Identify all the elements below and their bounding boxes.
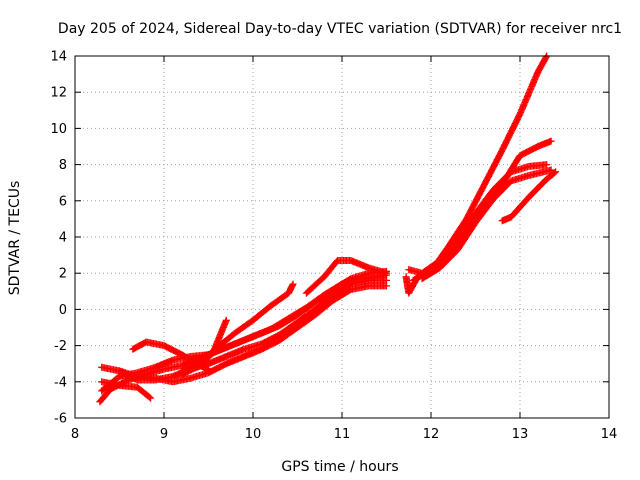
y-tick-label: -2 — [54, 339, 67, 354]
x-tick-label: 14 — [601, 427, 618, 442]
y-tick-label: 6 — [59, 194, 67, 209]
x-tick-label: 11 — [334, 427, 351, 442]
y-tick-label: 4 — [59, 231, 67, 246]
plot-frame — [74, 55, 610, 419]
y-tick-label: 14 — [50, 50, 67, 65]
y-tick-label: -6 — [54, 412, 67, 427]
y-tick-label: 10 — [50, 122, 67, 137]
marker-path — [116, 282, 390, 386]
series-track-8 — [178, 316, 230, 379]
y-tick-label: -4 — [54, 375, 67, 390]
x-tick-label: 9 — [160, 427, 168, 442]
y-axis-label: SDTVAR / TECUs — [7, 181, 23, 296]
y-tick-label: 8 — [59, 158, 67, 173]
marker-path — [418, 166, 555, 283]
x-tick-label: 13 — [512, 427, 529, 442]
x-tick-label: 12 — [423, 427, 440, 442]
axis-ticks: 8 9 10 11 12 13 14 -6 -4 -2 0 2 4 6 8 10 12 14 — [50, 50, 617, 443]
x-tick-label: 10 — [245, 427, 262, 442]
series-track-14 — [498, 168, 560, 225]
chart-title: Day 205 of 2024, Sidereal Day-to-day VTE… — [58, 21, 622, 37]
marker-path — [98, 378, 155, 402]
data-markers — [96, 52, 560, 406]
series-track-9 — [302, 257, 390, 297]
y-tick-label: 2 — [59, 267, 67, 282]
marker-path — [178, 316, 230, 379]
series-track-13 — [418, 166, 555, 283]
series-track-5 — [98, 378, 155, 402]
series-track-4 — [116, 282, 390, 386]
y-tick-label: 12 — [50, 86, 67, 101]
marker-path — [302, 257, 390, 297]
marker-path — [498, 168, 560, 225]
grid-lines — [75, 56, 609, 418]
x-axis-label: GPS time / hours — [281, 459, 398, 475]
y-tick-label: 0 — [59, 303, 67, 318]
x-tick-label: 8 — [71, 427, 79, 442]
